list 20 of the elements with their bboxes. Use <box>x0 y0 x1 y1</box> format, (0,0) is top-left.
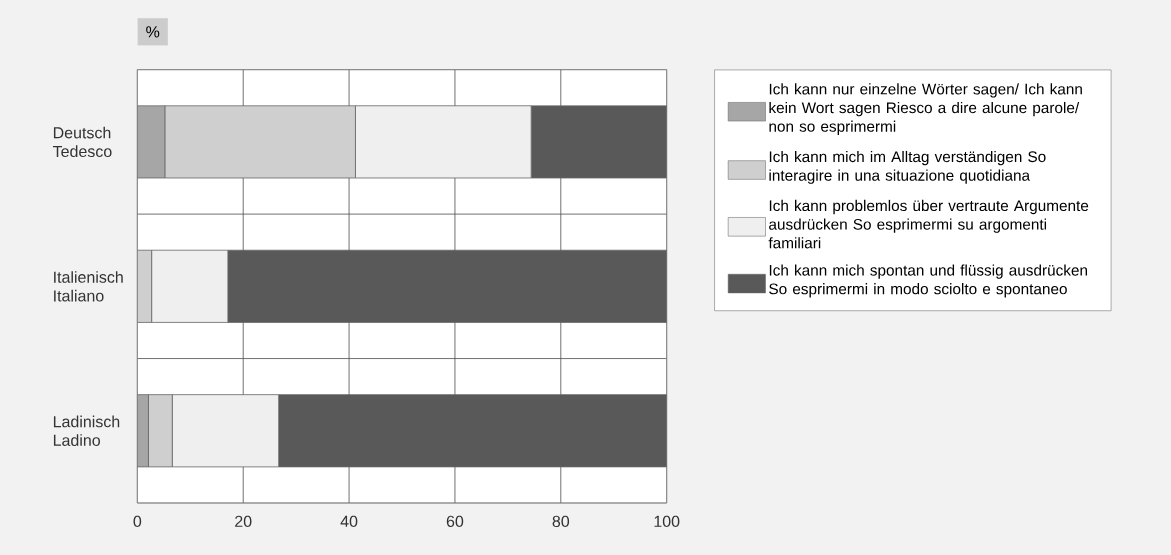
y-tick-label: Italienisch Italiano <box>54 271 123 302</box>
bar <box>137 105 166 179</box>
x-tick-label: 60 <box>446 515 464 528</box>
bar <box>278 394 667 468</box>
y-tick-label: Ladinisch Ladino <box>53 415 120 446</box>
x-axis-title: % <box>146 26 160 38</box>
x-tick-label: 40 <box>340 515 358 528</box>
x-tick-label: 80 <box>552 515 570 528</box>
bar <box>148 394 173 468</box>
bar <box>164 105 356 179</box>
legend-label: Ich kann mich im Alltag verständigen So interagire in una situazione quotidiana <box>769 150 1046 184</box>
legend-label: Ich kann problemlos über vertraute Argumente ausdrücken So esprimermi su argomenti familiari <box>768 199 1089 249</box>
x-tick-label: 20 <box>235 515 252 528</box>
legend-label: Ich kann nur einzelne Wörter sagen/ Ich kann kein Wort sagen Riesco a dire alcune parole/ non so esprimermi <box>769 83 1082 135</box>
legend-label: Ich kann mich spontan und flüssig ausdrücken So esprimermi in modo sciolto e spontaneo <box>769 264 1087 298</box>
bar <box>227 249 667 323</box>
x-tick-label: 0 <box>133 515 142 528</box>
y-tick-label: Deutsch Tedesco <box>52 126 112 158</box>
x-tick-label: 100 <box>654 515 680 528</box>
bar <box>530 105 667 179</box>
